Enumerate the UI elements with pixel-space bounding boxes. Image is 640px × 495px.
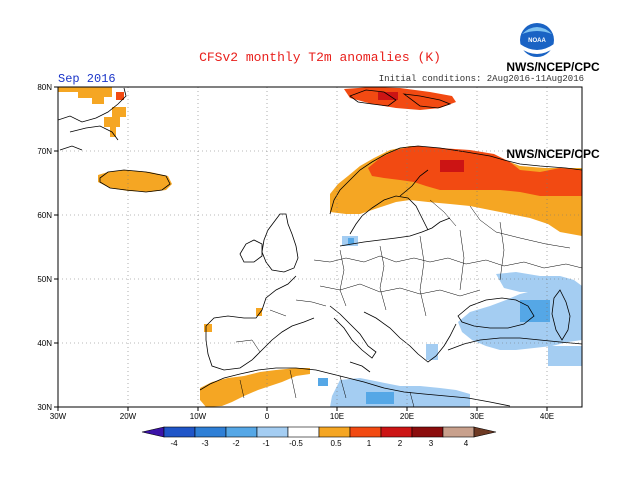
- coast-norway: [329, 145, 582, 215]
- lon-label: 30W: [50, 412, 67, 421]
- colorbar-label: -1: [262, 439, 270, 448]
- coast-italy: [329, 305, 377, 373]
- lon-label: 20E: [400, 412, 414, 421]
- colorbar-cell: [380, 426, 413, 438]
- anomaly-libya-cool: [318, 378, 328, 386]
- anomaly-north-russia-dark: [440, 160, 464, 172]
- colorbar-cell: [141, 426, 165, 438]
- coast-baltic: [339, 217, 451, 247]
- anomaly-svalbard-dark: [378, 92, 398, 100]
- anomaly-caspian-east: [548, 346, 582, 366]
- border-4: [235, 299, 327, 353]
- colorbar-cell: [163, 426, 196, 438]
- lon-label: 30E: [470, 412, 484, 421]
- anomaly-greenland-east-2: [104, 107, 126, 137]
- border-6: [429, 199, 571, 249]
- border-1: [313, 255, 582, 269]
- anomaly-iceland: [98, 170, 172, 192]
- border-5: [239, 369, 415, 407]
- lat-label: 30N: [37, 403, 52, 412]
- anomaly-east-med-cool-dark: [366, 392, 394, 404]
- colorbar-cell: [318, 426, 351, 438]
- colorbar-label: 1: [367, 439, 372, 448]
- colorbar-cell: [194, 426, 227, 438]
- colorbar-label: 2: [398, 439, 403, 448]
- anomaly-east-med-cool: [330, 378, 470, 407]
- lon-label: 40E: [540, 412, 554, 421]
- colorbar-label: 3: [429, 439, 434, 448]
- colorbar-cell: [349, 426, 382, 438]
- colorbar-label: 4: [464, 439, 469, 448]
- coast-greenland: [58, 87, 127, 151]
- chart-title: CFSv2 monthly T2m anomalies (K): [199, 50, 441, 65]
- colorbar-cell: [411, 426, 444, 438]
- coast-iceland: [99, 169, 171, 193]
- anomaly-north-russia: [368, 146, 582, 196]
- anomaly-baltic-cool-2: [348, 238, 354, 244]
- lon-label: 10W: [190, 412, 207, 421]
- lat-label: 80N: [37, 83, 52, 92]
- colorbar-label: -0.5: [289, 439, 303, 448]
- colorbar-label: -4: [170, 439, 178, 448]
- colorbar-cell: [287, 426, 320, 438]
- coast-sweden-finland: [349, 169, 429, 235]
- anomaly-greenland-east: [58, 87, 112, 104]
- lon-label: 0: [265, 412, 270, 421]
- map-background: [58, 87, 582, 407]
- initial-conditions: Initial conditions: 2Aug2016-11Aug2016: [378, 74, 584, 84]
- anomaly-greece-cool: [426, 344, 438, 360]
- graticule: [58, 87, 582, 407]
- anomaly-caspian-cool: [496, 272, 582, 292]
- lat-label: 40N: [37, 339, 52, 348]
- anomaly-fields: [58, 87, 582, 407]
- anomaly-svalbard: [344, 87, 456, 110]
- anomaly-greenland-red: [116, 92, 124, 100]
- border-3: [339, 221, 505, 317]
- colorbar: [141, 426, 497, 438]
- colorbar-cell: [442, 426, 475, 438]
- lon-label: 20W: [120, 412, 137, 421]
- border-2: [319, 283, 481, 297]
- lon-label: 10E: [330, 412, 344, 421]
- lat-label: 50N: [37, 275, 52, 284]
- anomaly-north-africa: [200, 368, 310, 407]
- coast-black-sea: [457, 297, 535, 329]
- colorbar-cell: [225, 426, 258, 438]
- anomaly-spain-spot-2: [256, 308, 262, 316]
- agency-credit-top: NWS/NCEP/CPC: [506, 60, 600, 74]
- coast-svalbard: [349, 89, 452, 109]
- forecast-month: Sep 2016: [58, 72, 116, 86]
- lat-label: 70N: [37, 147, 52, 156]
- coast-turkey: [447, 337, 582, 351]
- colorbar-label: -3: [201, 439, 209, 448]
- coast-ireland: [239, 239, 263, 263]
- noaa-logo-text: NOAA: [528, 38, 546, 44]
- coast-britain: [261, 213, 299, 273]
- colorbar-label: -2: [232, 439, 240, 448]
- coast-france-iberia: [205, 275, 315, 371]
- colorbar-label: 0.5: [330, 439, 342, 448]
- anomaly-spain-spot: [204, 324, 212, 332]
- colorbar-cell: [473, 426, 497, 438]
- lat-label: 60N: [37, 211, 52, 220]
- axis-ticks: [54, 86, 548, 411]
- colorbar-cell: [256, 426, 289, 438]
- coast-caspian: [551, 289, 571, 341]
- coast-balkans: [363, 311, 457, 363]
- country-borders: [235, 199, 582, 407]
- map-frame: [57, 86, 583, 408]
- noaa-logo: NOAA: [520, 23, 554, 57]
- anomaly-turkey-cool-dark: [520, 300, 550, 322]
- agency-credit-side: NWS/NCEP/CPC: [506, 147, 600, 161]
